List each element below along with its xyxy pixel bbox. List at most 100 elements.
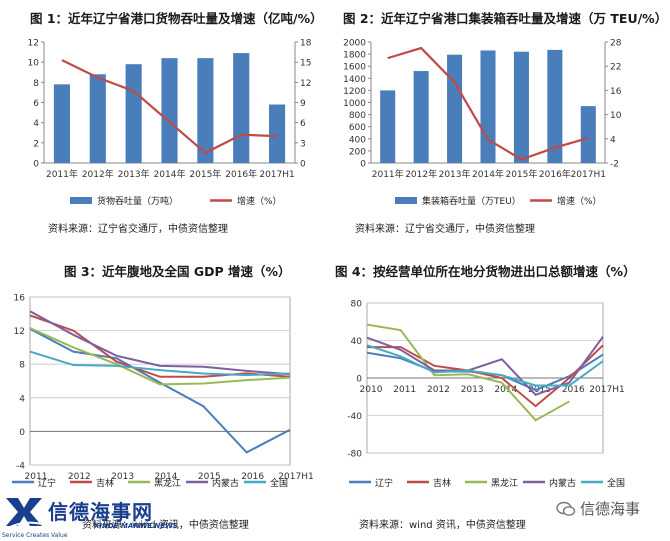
y2-tick-label: -2: [610, 160, 619, 170]
x-tick-label: 2012年: [405, 168, 437, 180]
gdp-growth-chart: -4 0 4 8 12 16 2011 2012 2013 2014 2015 2016 2017H1 辽…: [12, 294, 314, 489]
x-tick-label: 2012年: [82, 168, 114, 180]
brand-name: 信德海事网: [48, 500, 153, 524]
x-tick-label: 2013年: [118, 168, 150, 180]
x-tick-label: 2015: [528, 385, 551, 395]
legend-label: 全国: [607, 477, 625, 489]
y-tick-label: 400: [349, 135, 366, 145]
y-tick-label: 1000: [343, 99, 366, 109]
legend-label: 增速（%）: [237, 195, 282, 207]
x-tick-label: 2017H1: [571, 170, 606, 180]
y-tick-label: 2: [33, 139, 39, 149]
series-line: [367, 344, 604, 408]
y-tick-label: 1600: [343, 63, 366, 73]
bar: [480, 50, 496, 163]
x-tick-label: 2011: [25, 472, 48, 482]
legend-swatch: [70, 197, 92, 204]
legend-label: 内蒙古: [549, 477, 576, 489]
y-tick-label: 0: [33, 160, 39, 170]
y-tick-label: 80: [351, 300, 363, 310]
x-tick-label: 2013: [111, 472, 134, 482]
y2-tick-label: 16: [610, 87, 622, 97]
wechat-watermark: 信德海事: [556, 498, 640, 519]
series-line: [29, 327, 291, 386]
y-tick-label: 2000: [343, 39, 366, 49]
y-tick-label: 1200: [343, 87, 366, 97]
legend-label: 增速（%）: [557, 195, 602, 207]
x-tick-label: 2014年: [154, 168, 186, 180]
series-line: [366, 323, 570, 422]
y-tick-label: -4: [16, 462, 25, 472]
chart-title: 图 1：近年辽宁省港口货物吞吐量及增速（亿吨/%）: [30, 11, 323, 26]
bar: [547, 49, 563, 163]
x-tick-label: 2015: [198, 472, 221, 482]
y2-tick-label: 4: [610, 135, 616, 145]
y-tick-label: -80: [347, 450, 362, 460]
y-tick-label: 12: [28, 39, 39, 49]
y-tick-label: 4: [33, 119, 39, 129]
chart-panel-2: 图 2：近年辽宁省港口集装箱吞吐量及增速（万 TEU/%） 0 200 400 600…: [335, 0, 670, 245]
legend-label: 黑龙江: [491, 477, 518, 489]
x-tick-label: 2011年: [46, 168, 78, 180]
brand-logo-icon: [6, 498, 43, 529]
chart-source: 资料来源：wind 资讯，中债资信整理: [82, 520, 249, 531]
legend-label: 辽宁: [375, 477, 393, 489]
chart-panel-4: 图 4：按经营单位所在地分货物进出口总额增速（%） -80 -40 0 40 80 201…: [335, 255, 670, 541]
bar: [125, 64, 142, 163]
bar: [447, 54, 463, 163]
series-line: [366, 344, 604, 387]
y2-tick-label: 15: [300, 59, 311, 69]
plot-frame: [29, 296, 291, 466]
bar: [161, 58, 178, 164]
y2-tick-label: 9: [300, 99, 306, 109]
y2-tick-label: 18: [300, 39, 312, 49]
chart-source: 资料来源：辽宁省交通厅，中债资信整理: [48, 224, 228, 235]
bar: [413, 71, 429, 163]
y2-tick-label: 6: [300, 119, 306, 129]
y2-tick-label: 0: [300, 160, 306, 170]
y-tick-label: 4: [19, 394, 25, 404]
trade-growth-chart: -80 -40 0 40 80 2010 2011 2012 2013 2014 2015 2016 2…: [347, 300, 625, 490]
x-tick-label: 2012: [427, 385, 450, 395]
bar: [197, 58, 214, 164]
series-line: [29, 314, 291, 378]
legend-label: 集装箱吞吐量（万TEU）: [422, 195, 521, 207]
y2-tick-label: 12: [300, 79, 311, 89]
y2-tick-label: 10: [610, 111, 622, 121]
chart-title: 图 4：按经营单位所在地分货物进出口总额增速（%）: [335, 264, 636, 279]
legend-swatch: [395, 197, 417, 204]
legend-label: 辽宁: [38, 477, 56, 489]
growth-line: [61, 59, 278, 155]
y-tick-label: 600: [349, 123, 366, 133]
port-container-chart: 0 200 400 600 800 1000 1200 1400 1600 1800 2000 -2 4…: [343, 39, 622, 208]
bar: [513, 51, 529, 163]
series-line: [29, 350, 291, 377]
wechat-icon: [556, 501, 576, 516]
y2-tick-label: 3: [300, 139, 306, 149]
y-tick-label: 12: [14, 327, 25, 337]
bar: [380, 90, 396, 163]
bar: [269, 104, 286, 163]
y-tick-label: 8: [33, 79, 39, 89]
y-tick-label: 200: [349, 147, 366, 157]
x-tick-label: 2014: [155, 472, 178, 482]
x-tick-label: 2016: [241, 472, 264, 482]
bar: [53, 84, 70, 163]
chart-title: 图 3：近年腹地及全国 GDP 增速（%）: [64, 264, 291, 279]
x-tick-label: 2015年: [189, 168, 221, 180]
legend-label: 黑龙江: [154, 477, 181, 489]
x-tick-label: 2017H1: [259, 170, 294, 180]
y-tick-label: 10: [28, 59, 40, 69]
y-tick-label: 16: [14, 294, 26, 304]
y-tick-label: 1400: [343, 75, 366, 85]
y-tick-label: 0: [19, 428, 25, 438]
bar: [580, 106, 596, 163]
bar: [89, 74, 106, 163]
chart-source: 资料来源：wind 资讯，中债资信整理: [359, 520, 526, 531]
x-tick-label: 2011年: [372, 168, 404, 180]
wechat-account-label: 信德海事: [580, 500, 641, 518]
legend-label: 全国: [270, 477, 288, 489]
y-tick-label: 0: [360, 160, 366, 170]
x-tick-label: 2012: [68, 472, 91, 482]
